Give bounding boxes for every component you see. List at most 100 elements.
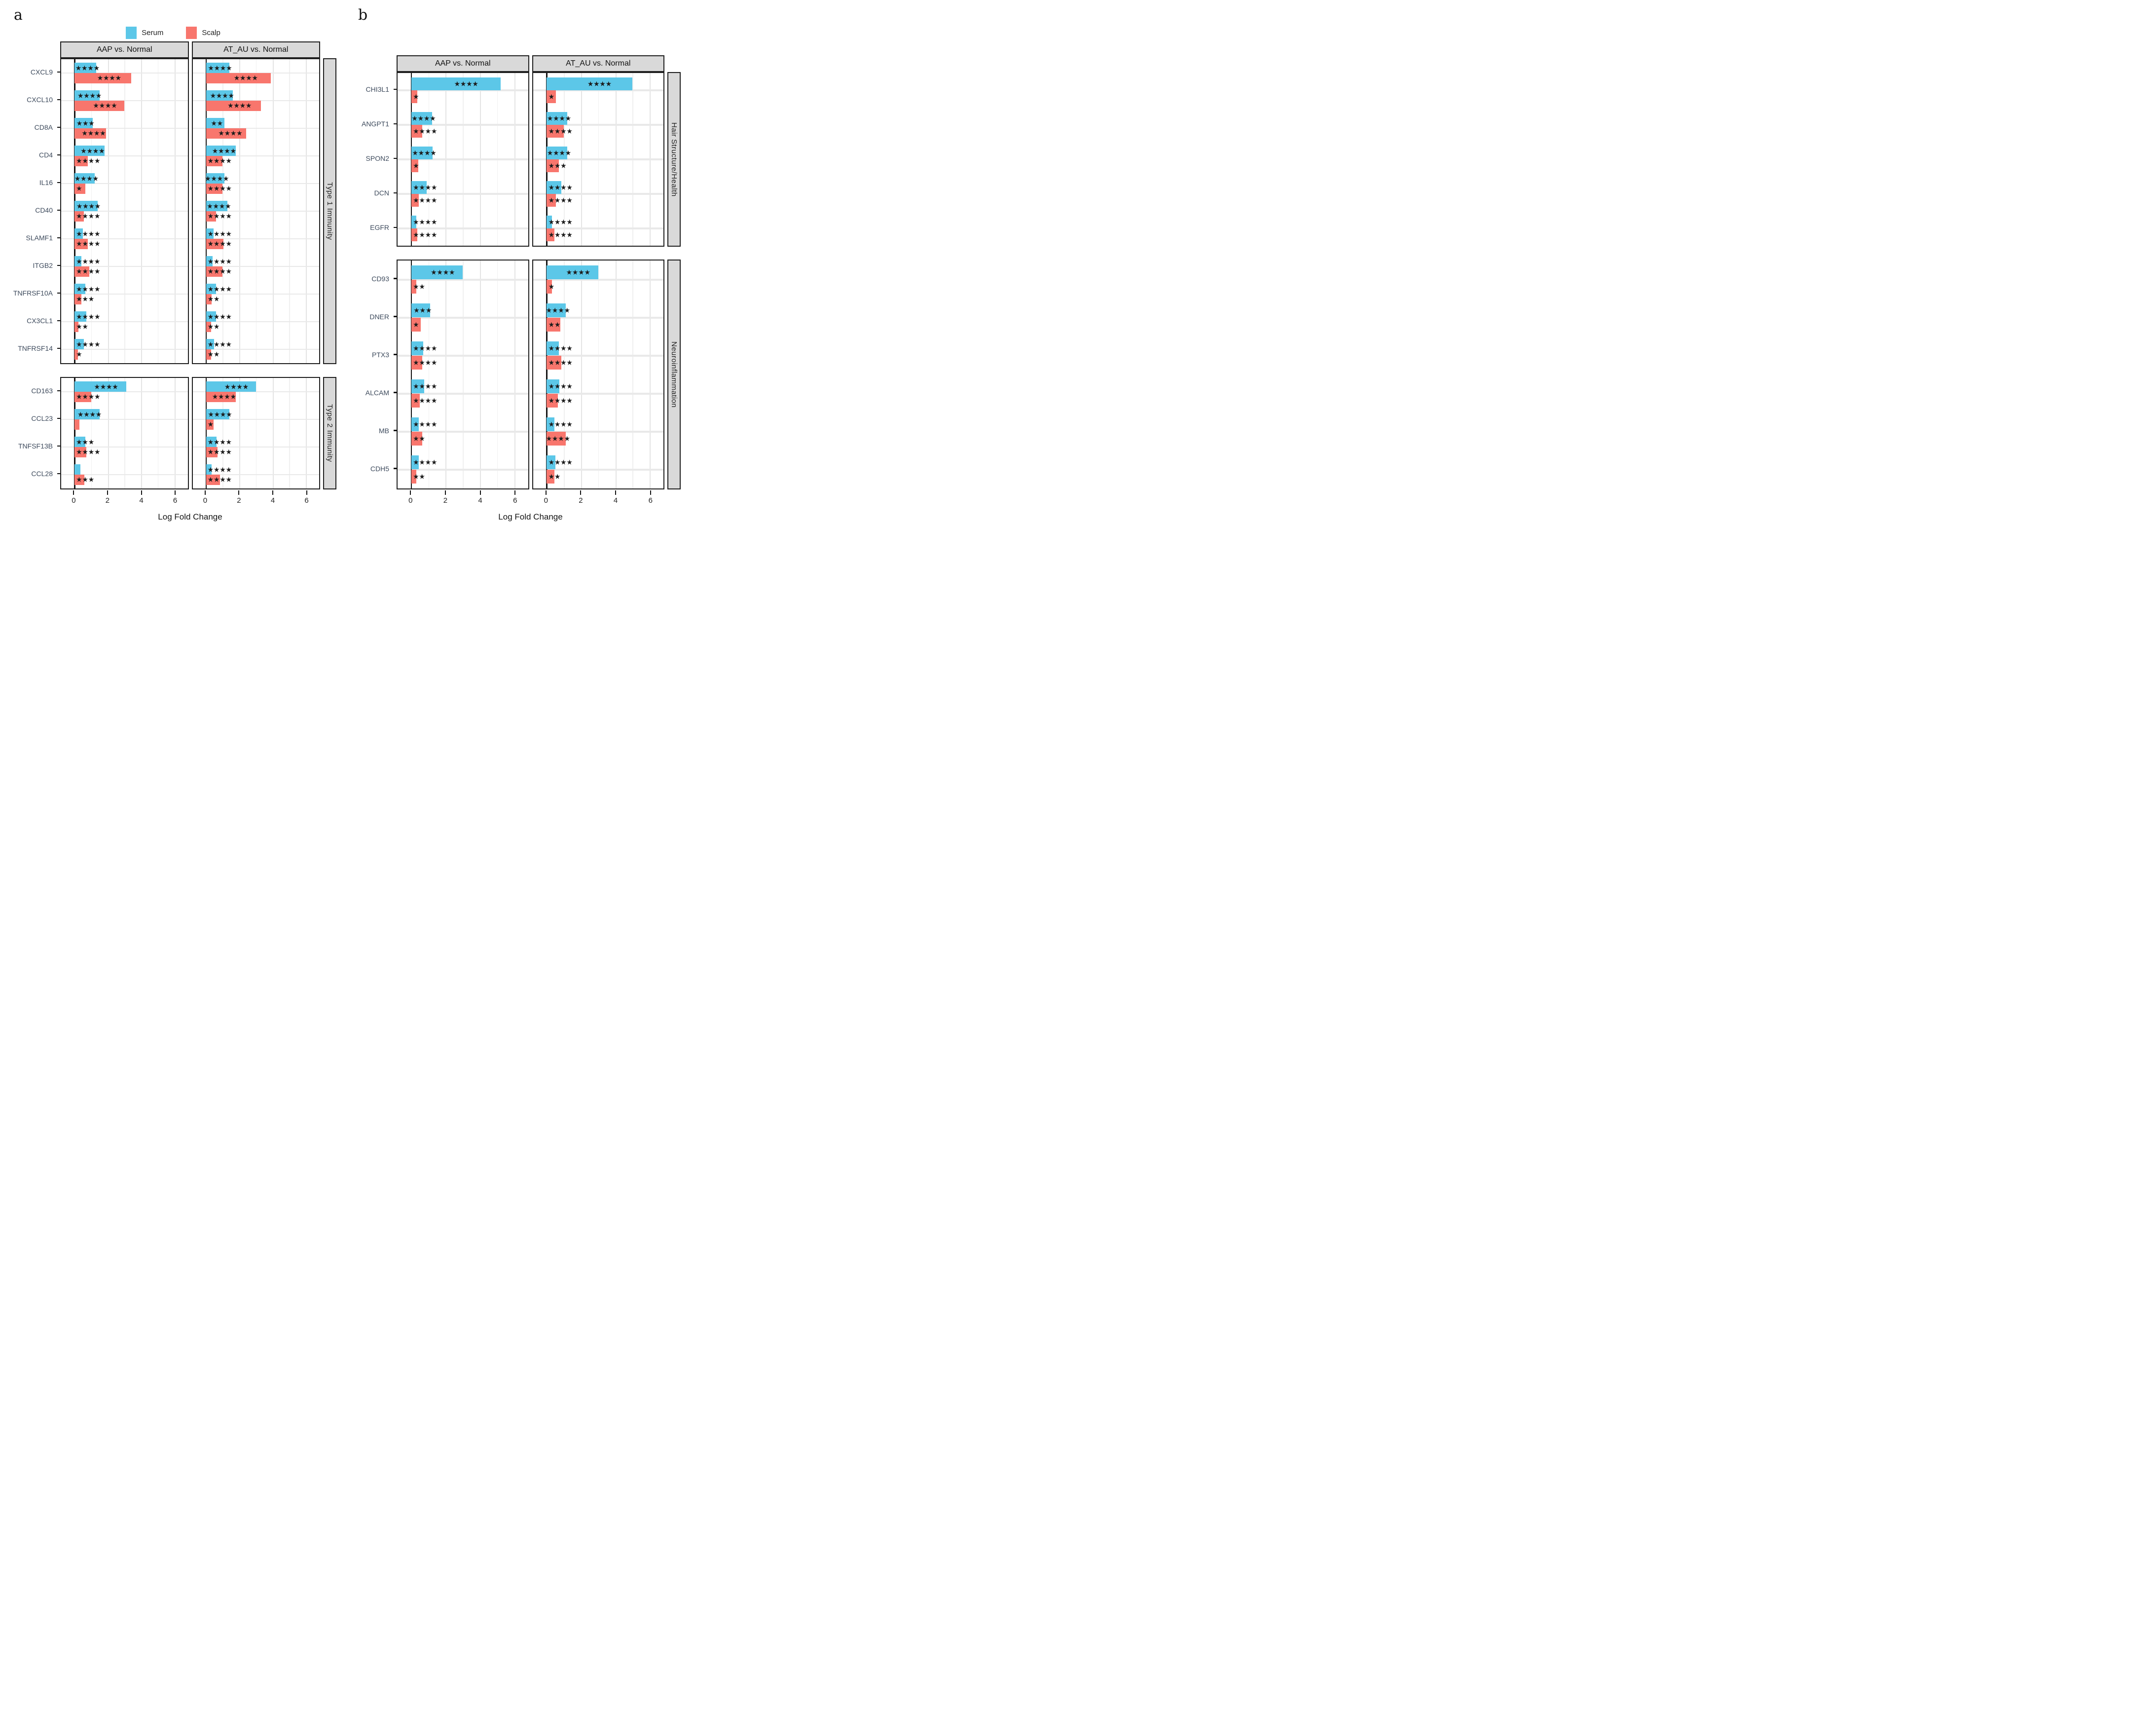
axis-tick-label: 2 [105, 496, 110, 505]
scalp-bar [206, 184, 223, 194]
gene-label: IL16 [10, 169, 60, 196]
significance-stars: ★★★★ [76, 448, 101, 456]
facet-strip-neuro-label: Neuroinflammation [670, 341, 678, 408]
significance-stars: ★★★★ [454, 80, 479, 88]
serum-bar [74, 311, 86, 322]
significance-stars: ★★★★ [431, 269, 456, 276]
significance-stars: ★★★★ [74, 175, 99, 182]
serum-bar [411, 417, 419, 432]
significance-stars: ★★ [208, 351, 220, 358]
facet-gap [354, 247, 681, 260]
axis-tick-label: 0 [203, 496, 208, 505]
plot-neuro-aap: ★★★★ ★★ ★★★ ★ ★★★★ ★★★★ ★★★★ ★★★★ ★★★★ ★★ ★★★★ ★★ [397, 260, 529, 489]
significance-stars: ★★★★ [566, 269, 591, 276]
x-axis-b-aap: 0 2 4 6 [397, 490, 529, 512]
scalp-bar [547, 469, 554, 484]
serum-bar [74, 228, 83, 239]
panel-a-label: a [14, 6, 23, 24]
significance-stars: ★★★★ [413, 359, 438, 366]
scalp-bar [74, 101, 125, 111]
serum-bar [411, 455, 419, 470]
significance-stars: ★★ [208, 323, 220, 331]
gene-label: SLAMF1 [10, 224, 60, 252]
serum-bar [411, 379, 424, 394]
significance-stars: ★★★★ [548, 421, 573, 428]
scalp-bar [411, 393, 420, 408]
gene-row: ★★★★★★ [398, 261, 528, 298]
serum-bar [206, 228, 214, 239]
gridline [497, 261, 498, 488]
plot-type1-atau: ★★★★ ★★★★ ★★★★ ★★★★ ★★ ★★★★ ★★★★ ★★★★ ★★★★ ★★★★ ★★… [191, 58, 320, 364]
serum-bar [74, 256, 81, 266]
gridline [632, 261, 633, 488]
significance-stars: ★★★★ [208, 157, 232, 165]
gene-label: EGFR [354, 210, 397, 245]
gene-label: CD163 [10, 377, 60, 405]
gene-column-spacer [354, 55, 394, 72]
gridline [289, 378, 290, 488]
significance-stars: ★ [76, 351, 83, 358]
serum-bar [547, 181, 561, 194]
serum-bar [206, 90, 233, 101]
gene-row: ★★★★ ★★★★ [533, 108, 664, 142]
scalp-bar [74, 475, 85, 485]
gene-row: ★★★★ ★★★★ [398, 177, 528, 211]
significance-stars: ★ [413, 162, 420, 169]
axis-tick [175, 490, 176, 495]
significance-stars: ★★★★ [75, 64, 100, 72]
gene-row: ★★★★ ★★★★ [61, 253, 188, 280]
plot-type1-aap: ★★★★ ★★★★ ★★★★ ★★★★ ★★★ ★★★★ ★★★★ ★★★★ ★★★★ ★ ★★★★… [60, 58, 189, 364]
significance-stars: ★★★★ [548, 383, 573, 390]
gene-row: ★★★★ ★★★★ [192, 59, 320, 87]
gene-row: ★★★★ ★★★★ [398, 336, 528, 374]
scalp-bar [74, 392, 91, 402]
gene-row: ★★★★★★ [192, 280, 320, 308]
facet-gap [10, 364, 336, 377]
gene-row: ★★★★ ★★★★ [398, 211, 528, 246]
significance-stars: ★★★★ [208, 213, 232, 220]
panel-b-spacer [354, 24, 681, 55]
gene-row: ★★★★★★ [533, 450, 664, 488]
gene-label: CXCL10 [10, 86, 60, 113]
significance-stars: ★★★★ [77, 92, 102, 99]
x-axis-a-atau: 0 2 4 6 [192, 490, 321, 512]
significance-stars: ★★★★ [208, 185, 232, 192]
x-axis-title-b: Log Fold Change [498, 512, 563, 522]
serum-bar [547, 147, 568, 159]
gene-row: ★★★★ ★ [192, 406, 320, 433]
scalp-bar [206, 419, 214, 430]
significance-stars: ★★★★ [82, 130, 107, 137]
significance-stars: ★★ [211, 119, 223, 127]
gene-labels-neuro: CD93 DNER PTX3 ALCAM MB CDH5 [354, 260, 397, 489]
panel-b: b AAP vs. Normal AT_AU vs. Normal CHI3L1… [354, 7, 681, 527]
significance-stars: ★★★★ [219, 130, 243, 137]
facet-strip-type2: Type 2 Immunity [323, 377, 336, 489]
panel-b-label: b [358, 6, 368, 24]
significance-stars: ★★★★ [413, 196, 438, 204]
header-atau-b: AT_AU vs. Normal [532, 55, 664, 72]
scalp-bar [547, 125, 564, 138]
axis-tick [107, 490, 108, 495]
axis-tick [514, 490, 516, 495]
significance-stars: ★★★★ [413, 397, 438, 404]
significance-stars: ★★★★ [224, 383, 249, 390]
gene-row: ★★★★ ★ [533, 261, 664, 298]
significance-stars: ★★★★ [208, 340, 232, 348]
significance-stars: ★★★★ [413, 127, 438, 135]
plot-type2-aap: ★★★★ ★★★★ ★★★★ ★★★ ★★★★ ★★★ [60, 377, 189, 489]
scalp-bar [206, 156, 223, 166]
plot-neuro-atau: ★★★★ ★ ★★★★ ★★ ★★★★ ★★★★ ★★★★ ★★★★ ★★★★ ★★★★ ★★★★ ★… [532, 260, 664, 489]
serum-bar [74, 409, 100, 419]
significance-stars: ★ [76, 185, 83, 192]
facet-strip-type2-label: Type 2 Immunity [326, 404, 334, 462]
significance-stars: ★★★ [76, 296, 95, 303]
gene-row: ★★★★ ★★★★ [61, 142, 188, 170]
legend-item-scalp: Scalp [186, 26, 220, 39]
significance-stars: ★★★★ [76, 393, 101, 401]
serum-bar [411, 112, 432, 125]
gene-label: MB [354, 411, 397, 449]
gene-label: CXCL9 [10, 58, 60, 86]
significance-stars: ★★★★ [413, 383, 438, 390]
significance-stars: ★★★★ [548, 219, 573, 226]
serum-bar [74, 173, 95, 184]
